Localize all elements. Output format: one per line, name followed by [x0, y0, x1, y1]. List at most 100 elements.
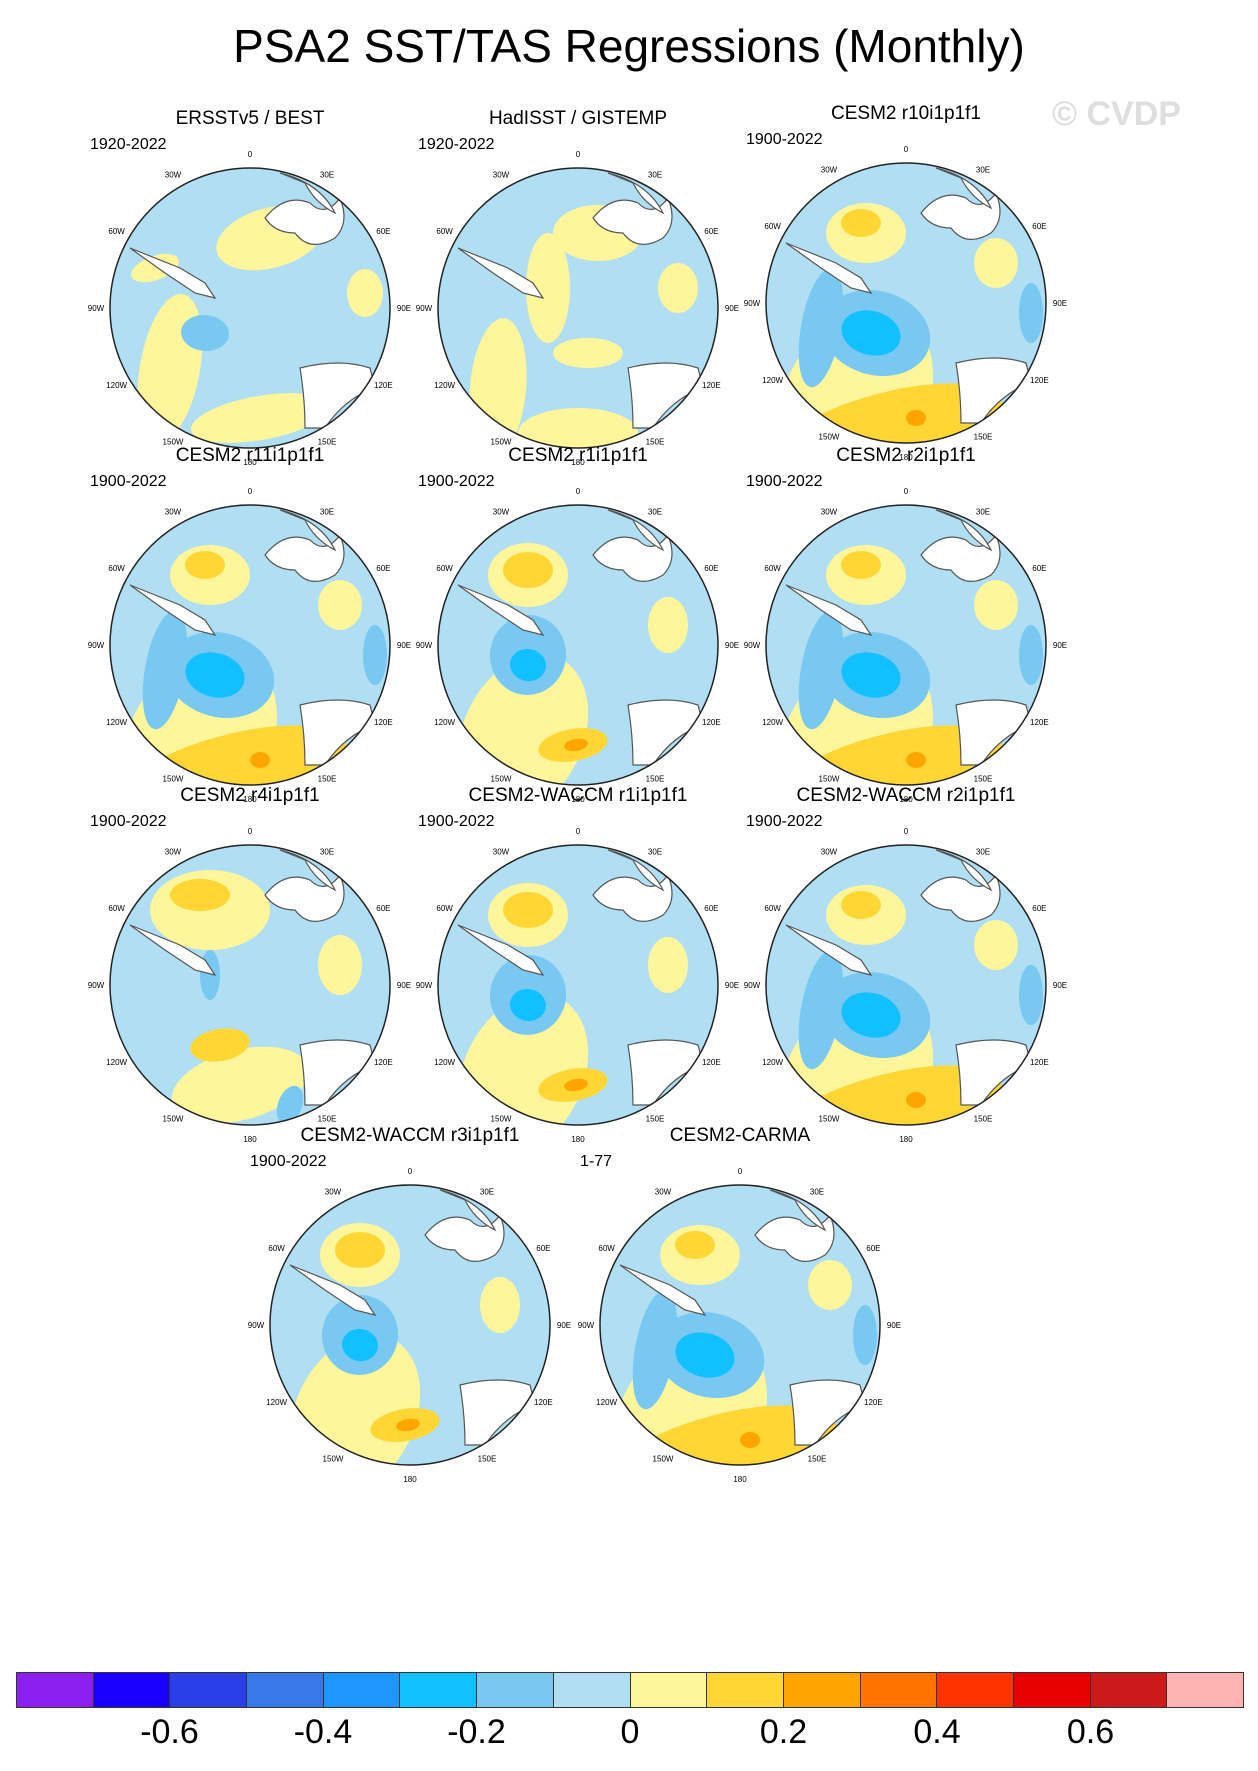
longitude-label: 60W: [108, 227, 125, 236]
polar-map: 0 30E 60E 90E 120E 150E 180 150W 120W 90W 60W 30W: [88, 150, 411, 467]
longitude-label: 180: [243, 795, 257, 804]
longitude-label: 120E: [374, 1058, 393, 1067]
panel-title: CESM2-WACCM r2i1p1f1: [796, 785, 1016, 806]
longitude-label: 150W: [163, 437, 184, 446]
panel-period: 1900-2022: [746, 131, 823, 148]
cvdp-watermark: © CVDP: [1052, 95, 1181, 133]
polar-map: 0 30E 60E 90E 120E 150E 180 150W 120W 90W 60W 30W: [744, 487, 1067, 804]
longitude-label: 90E: [725, 981, 739, 990]
colorbar-swatch: [1166, 1673, 1244, 1707]
longitude-label: 90W: [744, 299, 761, 308]
coastline: [457, 172, 704, 429]
longitude-label: 30E: [320, 508, 334, 517]
longitude-label: 60W: [436, 904, 453, 913]
map-panel: CESM2-CARMA 1-77 0 30E 60E 90E 120E 150E 180 150W…: [560, 1125, 920, 1495]
coastline: [785, 509, 1032, 766]
longitude-label: 120W: [106, 1058, 127, 1067]
longitude-label: 90W: [416, 641, 433, 650]
longitude-label: 120W: [434, 1058, 455, 1067]
longitude-label: 120E: [702, 1058, 721, 1067]
colorbar-swatch: [92, 1673, 170, 1707]
panel-period: 1900-2022: [90, 473, 167, 490]
longitude-label: 30E: [648, 508, 662, 517]
coastline: [785, 849, 1032, 1106]
map-panel: CESM2 r10i1p1f1 1900-2022 0 30E 60E 90E 120E 15…: [726, 103, 1086, 473]
coastline: [457, 509, 704, 766]
longitude-label: 30E: [648, 848, 662, 857]
polar-map: 0 30E 60E 90E 120E 150E 180 150W 120W 90W 60W 30W: [416, 150, 739, 467]
longitude-label: 90E: [725, 641, 739, 650]
longitude-label: 150E: [318, 437, 337, 446]
longitude-label: 60E: [866, 1244, 880, 1253]
longitude-label: 150W: [163, 1114, 184, 1123]
longitude-label: 150W: [819, 1114, 840, 1123]
coastline: [619, 1189, 866, 1446]
panel-period: 1920-2022: [90, 136, 167, 153]
longitude-label: 30W: [493, 848, 510, 857]
longitude-label: 30W: [165, 171, 182, 180]
colorbar-swatch: [16, 1673, 93, 1707]
longitude-label: 180: [571, 458, 585, 467]
longitude-label: 90E: [1053, 981, 1067, 990]
colorbar-tick-label: -0.2: [447, 1713, 506, 1751]
panel-period: 1900-2022: [90, 813, 167, 830]
longitude-label: 90E: [557, 1321, 571, 1330]
longitude-label: 90E: [725, 304, 739, 313]
longitude-label: 60W: [436, 227, 453, 236]
coastline: [129, 509, 376, 766]
longitude-label: 150E: [974, 432, 993, 441]
longitude-label: 90W: [578, 1321, 595, 1330]
polar-map: 0 30E 60E 90E 120E 150E 180 150W 120W 90W 60W 30W: [578, 1167, 901, 1484]
colorbar: [16, 1672, 1244, 1708]
figure-title: PSA2 SST/TAS Regressions (Monthly): [233, 20, 1025, 72]
map-panel: CESM2 r2i1p1f1 1900-2022 0 30E 60E 90E 120E 150…: [726, 445, 1086, 815]
longitude-label: 150W: [491, 774, 512, 783]
map-panel: CESM2-WACCM r3i1p1f1 1900-2022 0 30E 60E 90E 1…: [230, 1125, 590, 1495]
longitude-label: 30E: [976, 848, 990, 857]
panel-period: 1920-2022: [418, 136, 495, 153]
longitude-label: 60E: [1032, 222, 1046, 231]
longitude-label: 120W: [434, 718, 455, 727]
longitude-label: 90E: [887, 1321, 901, 1330]
longitude-label: 90W: [88, 981, 105, 990]
longitude-label: 150W: [163, 774, 184, 783]
panel-period: 1900-2022: [746, 813, 823, 830]
longitude-label: 120E: [864, 1398, 883, 1407]
longitude-label: 90E: [397, 981, 411, 990]
panel-title: CESM2 r11i1p1f1: [175, 445, 325, 466]
longitude-label: 120W: [106, 718, 127, 727]
coastline: [289, 1189, 536, 1446]
longitude-label: 180: [403, 1475, 417, 1484]
longitude-label: 180: [571, 795, 585, 804]
longitude-label: 150W: [653, 1454, 674, 1463]
longitude-label: 60W: [436, 564, 453, 573]
panel-period: 1900-2022: [746, 473, 823, 490]
longitude-label: 150E: [478, 1454, 497, 1463]
longitude-label: 30E: [320, 848, 334, 857]
colorbar-tick-label: 0.6: [1066, 1713, 1115, 1751]
longitude-label: 0: [904, 487, 909, 496]
longitude-label: 120W: [762, 376, 783, 385]
longitude-label: 90W: [88, 304, 105, 313]
longitude-label: 90W: [248, 1321, 265, 1330]
longitude-label: 30E: [320, 171, 334, 180]
panel-title: ERSSTv5 / BEST: [175, 108, 325, 129]
coastline: [129, 172, 376, 429]
longitude-label: 0: [408, 1167, 413, 1176]
polar-map: 0 30E 60E 90E 120E 150E 180 150W 120W 90W 60W 30W: [248, 1167, 571, 1484]
map-panel: CESM2-WACCM r2i1p1f1 1900-2022 0 30E 60E 90E 1…: [726, 785, 1086, 1155]
longitude-label: 150W: [491, 1114, 512, 1123]
longitude-label: 120W: [106, 381, 127, 390]
longitude-label: 90E: [1053, 641, 1067, 650]
longitude-label: 60W: [764, 564, 781, 573]
coastline: [457, 849, 704, 1106]
longitude-label: 60E: [704, 564, 718, 573]
longitude-label: 120W: [266, 1398, 287, 1407]
longitude-label: 180: [733, 1475, 747, 1484]
longitude-label: 60E: [704, 227, 718, 236]
panel-title: CESM2-CARMA: [669, 1125, 811, 1146]
longitude-label: 120E: [374, 381, 393, 390]
map-panel: CESM2 r1i1p1f1 1900-2022 0 30E 60E 90E 120E 150…: [398, 445, 758, 815]
colorbar-tick-label: 0: [620, 1713, 640, 1751]
longitude-label: 180: [243, 1135, 257, 1144]
